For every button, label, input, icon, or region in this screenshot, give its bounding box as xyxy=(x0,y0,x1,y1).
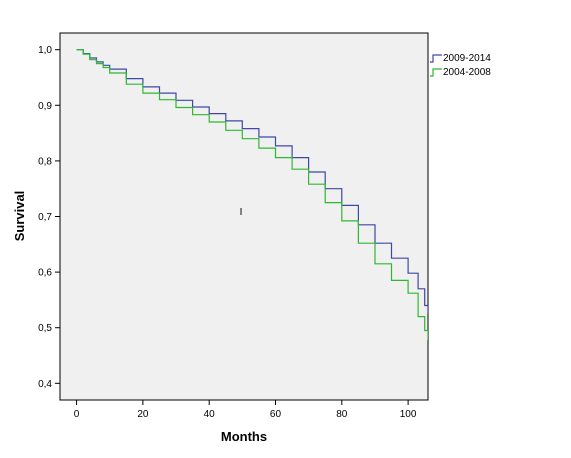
series-layer xyxy=(76,49,428,340)
y-tick-label: 0,5 xyxy=(38,323,52,334)
y-tick-label: 0,6 xyxy=(38,268,52,279)
y-tick-label: 0,9 xyxy=(38,101,52,112)
series-line-2009-2014 xyxy=(76,49,428,314)
legend-label: 2009-2014 xyxy=(443,53,491,64)
x-tick-label: 100 xyxy=(400,409,417,420)
legend: 2009-2014 2004-2008 xyxy=(430,53,491,78)
x-tick-label: 0 xyxy=(74,409,80,420)
annotation-marker: I xyxy=(240,207,243,218)
x-axis-title: Months xyxy=(221,429,267,444)
x-tick-label: 60 xyxy=(270,409,282,420)
x-tick-label: 20 xyxy=(137,409,149,420)
x-axis: 0 20 40 60 80 100 xyxy=(74,400,417,420)
legend-item: 2009-2014 xyxy=(430,53,491,64)
y-tick-label: 1,0 xyxy=(38,45,52,56)
legend-swatch xyxy=(430,54,442,63)
legend-swatch xyxy=(430,68,442,77)
y-tick-label: 0,8 xyxy=(38,156,52,167)
plot-area xyxy=(59,32,429,401)
y-axis-title: Survival xyxy=(12,191,27,242)
series-line-2004-2008 xyxy=(76,49,428,340)
x-tick-label: 80 xyxy=(336,409,348,420)
y-tick-label: 0,4 xyxy=(38,379,52,390)
x-tick-label: 40 xyxy=(204,409,216,420)
legend-item: 2004-2008 xyxy=(430,67,491,78)
y-axis: 0,4 0,5 0,6 0,7 0,8 0,9 1,0 xyxy=(38,45,60,390)
legend-label: 2004-2008 xyxy=(443,67,491,78)
y-tick-label: 0,7 xyxy=(38,212,52,223)
